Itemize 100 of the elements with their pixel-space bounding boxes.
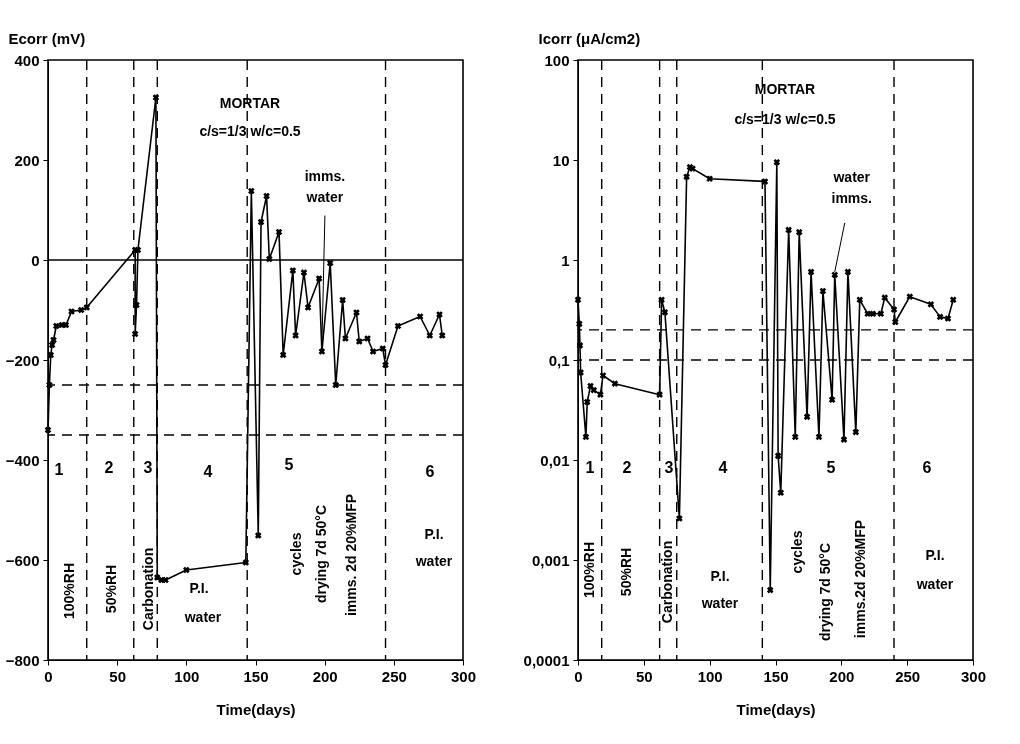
point bbox=[416, 313, 424, 320]
point bbox=[279, 351, 287, 359]
point bbox=[577, 369, 584, 376]
annotation: 4 bbox=[718, 459, 728, 476]
point bbox=[47, 351, 55, 359]
point bbox=[785, 226, 792, 234]
point bbox=[133, 301, 140, 309]
point bbox=[583, 398, 591, 406]
point bbox=[831, 271, 839, 279]
point bbox=[77, 306, 85, 314]
x-tick-label: 50 bbox=[109, 667, 127, 685]
point bbox=[300, 269, 308, 276]
point bbox=[828, 396, 836, 404]
point bbox=[856, 296, 864, 304]
annotation: P.I. bbox=[925, 547, 945, 563]
point bbox=[944, 315, 952, 322]
annotation: MORTAR bbox=[219, 95, 281, 111]
annotation: MORTAR bbox=[754, 81, 816, 97]
point bbox=[890, 306, 898, 313]
annotation: water bbox=[183, 609, 222, 625]
x-tick-label: 250 bbox=[381, 667, 407, 685]
annotation: 50%RH bbox=[618, 547, 634, 597]
y-tick-label: −600 bbox=[5, 551, 40, 569]
point bbox=[52, 322, 60, 330]
point bbox=[676, 515, 683, 522]
y-tick-label: 0,001 bbox=[531, 551, 570, 569]
annotation: water bbox=[414, 553, 453, 569]
x-tick-label: 200 bbox=[829, 667, 855, 685]
y-tick-label: 400 bbox=[14, 51, 40, 69]
annotation: P.I. bbox=[424, 526, 444, 542]
point bbox=[248, 187, 255, 195]
point bbox=[339, 296, 346, 304]
annotation: 100%RH bbox=[61, 562, 77, 620]
annotation: imms.2d 20%MFP bbox=[852, 519, 868, 639]
x-tick-label: 0 bbox=[574, 667, 583, 685]
y-tick-label: 1 bbox=[561, 251, 570, 269]
point bbox=[304, 304, 312, 311]
y-axis-title: Icorr (μA/cm2) bbox=[538, 29, 641, 47]
point bbox=[761, 178, 769, 185]
annotation: 6 bbox=[425, 463, 435, 480]
annotation: water bbox=[915, 576, 954, 592]
point bbox=[906, 293, 914, 300]
point bbox=[773, 158, 781, 166]
annotation: 4 bbox=[203, 463, 213, 480]
y-tick-label: 0 bbox=[31, 251, 40, 269]
annotation: 1 bbox=[585, 459, 595, 476]
point bbox=[292, 332, 299, 339]
annotation: Carbonation bbox=[140, 547, 156, 631]
point bbox=[656, 391, 663, 398]
x-axis-title: Time(days) bbox=[216, 700, 296, 718]
x-tick-label: 300 bbox=[450, 667, 477, 685]
annotation: Carbonation bbox=[659, 540, 675, 624]
point bbox=[766, 586, 774, 594]
point bbox=[254, 532, 262, 539]
x-tick-label: 0 bbox=[44, 667, 53, 685]
y-tick-label: 0,0001 bbox=[523, 651, 570, 669]
annotation: P.I. bbox=[710, 568, 730, 584]
annotation: drying 7d 50°C bbox=[817, 542, 833, 642]
point bbox=[936, 313, 944, 321]
x-tick-label: 200 bbox=[312, 667, 338, 685]
point bbox=[587, 382, 594, 390]
point bbox=[949, 296, 957, 304]
point bbox=[582, 433, 590, 441]
annotation: 2 bbox=[104, 459, 114, 476]
point bbox=[840, 436, 848, 443]
annotation: drying 7d 50°C bbox=[313, 504, 329, 604]
point bbox=[162, 576, 169, 584]
point bbox=[706, 175, 713, 183]
annotation: 5 bbox=[284, 456, 294, 473]
point bbox=[597, 391, 604, 398]
annotation: imms. water bbox=[304, 167, 346, 205]
x-tick-label: 150 bbox=[763, 667, 789, 685]
point bbox=[795, 228, 803, 236]
point bbox=[318, 348, 326, 355]
point bbox=[426, 332, 434, 339]
point bbox=[263, 192, 270, 200]
point bbox=[869, 310, 877, 318]
x-tick-label: 300 bbox=[960, 667, 987, 685]
annotation: 2 bbox=[622, 459, 632, 476]
annotation: 5 bbox=[826, 459, 836, 476]
x-tick-label: 100 bbox=[174, 667, 200, 685]
x-tick-label: 100 bbox=[697, 667, 723, 685]
annotation: 50%RH bbox=[103, 564, 119, 614]
y-tick-label: −400 bbox=[5, 451, 40, 469]
point bbox=[683, 173, 690, 181]
point bbox=[289, 267, 297, 274]
point bbox=[844, 268, 852, 276]
annotation: 100%RH bbox=[581, 541, 597, 599]
annotation: c/s=1/3 w/c=0.5 bbox=[734, 111, 836, 127]
y-tick-label: 100 bbox=[544, 51, 570, 69]
annotation: 1 bbox=[54, 461, 64, 478]
point bbox=[791, 433, 799, 441]
x-axis-title: Time(days) bbox=[736, 700, 816, 718]
y-tick-label: 0,01 bbox=[540, 451, 570, 469]
point bbox=[183, 566, 190, 574]
point bbox=[50, 336, 57, 344]
point bbox=[369, 348, 377, 355]
point bbox=[803, 413, 811, 421]
x-tick-label: 150 bbox=[243, 667, 269, 685]
point bbox=[382, 361, 389, 369]
